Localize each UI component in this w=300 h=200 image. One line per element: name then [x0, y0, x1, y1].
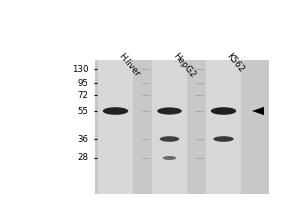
Ellipse shape: [213, 136, 234, 142]
Text: 130: 130: [72, 64, 88, 73]
Text: HepG2: HepG2: [171, 51, 197, 80]
Ellipse shape: [163, 156, 176, 160]
Ellipse shape: [157, 107, 182, 115]
Bar: [206, 60, 241, 194]
Polygon shape: [252, 107, 264, 115]
Text: 36: 36: [77, 134, 88, 144]
Text: 95: 95: [78, 78, 88, 88]
Text: 72: 72: [77, 90, 88, 99]
Bar: [98, 60, 133, 194]
Text: K562: K562: [225, 51, 246, 74]
Ellipse shape: [160, 136, 179, 142]
Ellipse shape: [211, 107, 236, 115]
Text: H.liver: H.liver: [117, 51, 142, 78]
Bar: [152, 60, 187, 194]
Text: 28: 28: [77, 154, 88, 162]
Text: 55: 55: [77, 107, 88, 116]
Bar: [94, 60, 268, 194]
Ellipse shape: [103, 107, 128, 115]
